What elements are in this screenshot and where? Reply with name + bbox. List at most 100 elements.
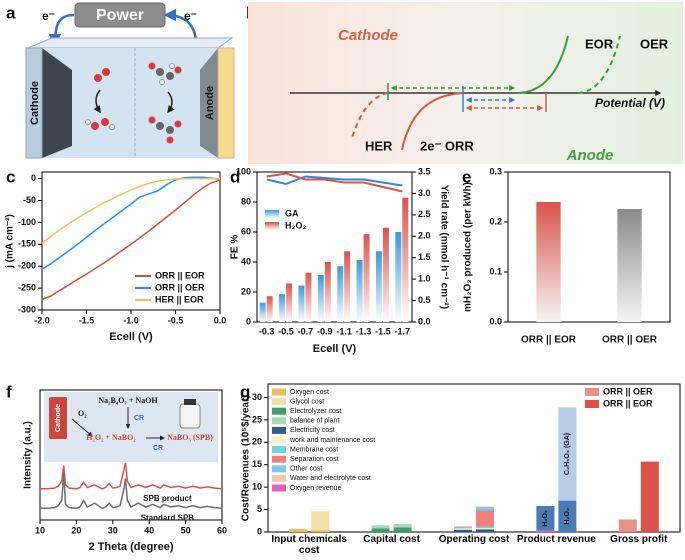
series-line bbox=[41, 179, 221, 301]
series-line bbox=[266, 172, 403, 193]
x-tick-label: -1.5 bbox=[375, 326, 391, 336]
potential-diagram: Cathode Anode Potential (V) EOR OER HER … bbox=[248, 2, 683, 164]
y-tick-label: 0.2 bbox=[489, 216, 502, 226]
y-axis-label: Cost/Revenues (10⁵$/year) bbox=[241, 395, 252, 521]
anode-face bbox=[217, 47, 235, 159]
legend-label: Glycol cost bbox=[290, 398, 324, 405]
series-line bbox=[40, 473, 223, 510]
x-tick-label: Input chemicals cost bbox=[271, 534, 347, 556]
bar-segment bbox=[393, 527, 412, 532]
electron-label: e⁻ bbox=[184, 9, 197, 23]
bar bbox=[337, 266, 344, 322]
bar bbox=[402, 197, 409, 322]
y-tick-label: 5 bbox=[257, 504, 262, 514]
bar-segment bbox=[558, 407, 577, 501]
y-tick-label: 40 bbox=[241, 256, 251, 266]
her-curve bbox=[351, 92, 389, 139]
y-tick-label: 0.1 bbox=[489, 266, 502, 276]
atom bbox=[156, 68, 164, 76]
x-axis-label: Ecell (V) bbox=[313, 343, 357, 355]
x-tick-label: -1.5 bbox=[79, 315, 95, 325]
legend-swatch bbox=[272, 436, 286, 444]
her-label: HER bbox=[365, 138, 393, 153]
y2-tick-label: 0.0 bbox=[418, 316, 431, 326]
x-tick-label: 10 bbox=[35, 525, 45, 535]
x-tick-label-box: Product revenue bbox=[516, 534, 596, 545]
legend-swatch bbox=[272, 417, 286, 425]
x-axis-label: 2 Theta (degree) bbox=[89, 541, 174, 553]
bar bbox=[317, 274, 324, 322]
legend-swatch bbox=[272, 484, 286, 492]
cathode-label: Cathode bbox=[338, 27, 398, 44]
x-axis-label: Ecell (V) bbox=[109, 331, 153, 343]
y2-tick-label: 3.0 bbox=[418, 188, 431, 198]
x-tick-label: Operating cost bbox=[438, 534, 510, 545]
plot-frame bbox=[256, 171, 413, 323]
y-axis-label: j (mA cm⁻²) bbox=[5, 214, 16, 269]
y-tick-label: 0 bbox=[257, 526, 262, 536]
x-tick-label-box: Operating cost bbox=[438, 534, 510, 545]
y2-tick-label: 1.5 bbox=[418, 252, 431, 262]
x-tick-label: -0.5 bbox=[168, 315, 184, 325]
x-tick-label-box: Input chemicals cost bbox=[271, 534, 347, 556]
atom bbox=[174, 66, 182, 74]
y-tick-label: 20 bbox=[252, 437, 262, 447]
bar bbox=[382, 227, 389, 322]
anode-slab bbox=[200, 48, 218, 158]
y-tick-label: 80 bbox=[241, 196, 251, 206]
bar bbox=[298, 285, 305, 322]
legend-label: Water and electrolyte cost bbox=[290, 475, 371, 482]
legend-swatch bbox=[272, 407, 286, 415]
y-tick-label: -100 bbox=[18, 217, 36, 227]
bar-segment bbox=[454, 526, 472, 528]
bar-segment bbox=[476, 526, 494, 528]
panel-label: g bbox=[240, 382, 250, 401]
x-tick-label: 40 bbox=[144, 525, 154, 535]
bar bbox=[266, 296, 273, 322]
bar-segment bbox=[536, 505, 555, 531]
series-line bbox=[40, 462, 223, 490]
atom bbox=[148, 116, 156, 124]
y-tick-label: 0 bbox=[246, 316, 251, 326]
bar bbox=[279, 294, 286, 322]
y-tick-label: 100 bbox=[236, 166, 251, 176]
legend-swatch bbox=[585, 388, 599, 396]
legend-swatch bbox=[265, 210, 279, 218]
segment-label: H₂O₂ bbox=[564, 508, 571, 525]
reaction-arrow bbox=[167, 91, 175, 114]
y-tick-label: 0.0 bbox=[489, 316, 502, 326]
bottle-cap bbox=[184, 399, 196, 405]
bar bbox=[395, 232, 402, 322]
atom bbox=[94, 74, 102, 82]
legend-swatch bbox=[272, 474, 286, 482]
intermediate: H₂O₂ + NaBO₂ bbox=[86, 433, 136, 442]
legend-label: ORR || OER bbox=[603, 386, 653, 396]
bar bbox=[305, 272, 312, 322]
reaction-arrow bbox=[93, 89, 101, 114]
panel-label: a bbox=[6, 3, 16, 22]
legend-label: Electrolyzer cost bbox=[290, 408, 341, 415]
arrow bbox=[71, 418, 93, 437]
y-axis-label: FE % bbox=[230, 235, 241, 260]
cathode-label: Cathode bbox=[29, 81, 41, 125]
x-tick-label: -0.7 bbox=[298, 326, 314, 336]
legend-label: Electricity cost bbox=[290, 427, 335, 434]
legend-swatch bbox=[272, 465, 286, 473]
cathode-label: Cathode bbox=[55, 404, 62, 432]
legend-label: HER || EOR bbox=[155, 294, 204, 304]
bar bbox=[286, 283, 293, 322]
y-tick-label: -200 bbox=[18, 261, 36, 271]
bar bbox=[324, 262, 331, 322]
legend-swatch bbox=[265, 222, 279, 230]
x-tick-label: -0.3 bbox=[259, 326, 275, 336]
x-tick-label: Product revenue bbox=[516, 534, 596, 545]
x-tick-label: Capital cost bbox=[363, 534, 420, 545]
y-tick-label: 10 bbox=[252, 482, 262, 492]
y-axis-label: mH₂O₂ produced (per kWh) bbox=[463, 182, 474, 312]
x-tick-label-box: Gross profit bbox=[610, 534, 667, 545]
y2-tick-label: 0.5 bbox=[418, 295, 431, 305]
segment-label: H₂O₂ bbox=[542, 510, 549, 527]
y-axis-label: Intensity (a.u.) bbox=[23, 421, 34, 489]
legend-label: Membrane cost bbox=[290, 446, 338, 453]
x-tick-label: 30 bbox=[108, 525, 118, 535]
